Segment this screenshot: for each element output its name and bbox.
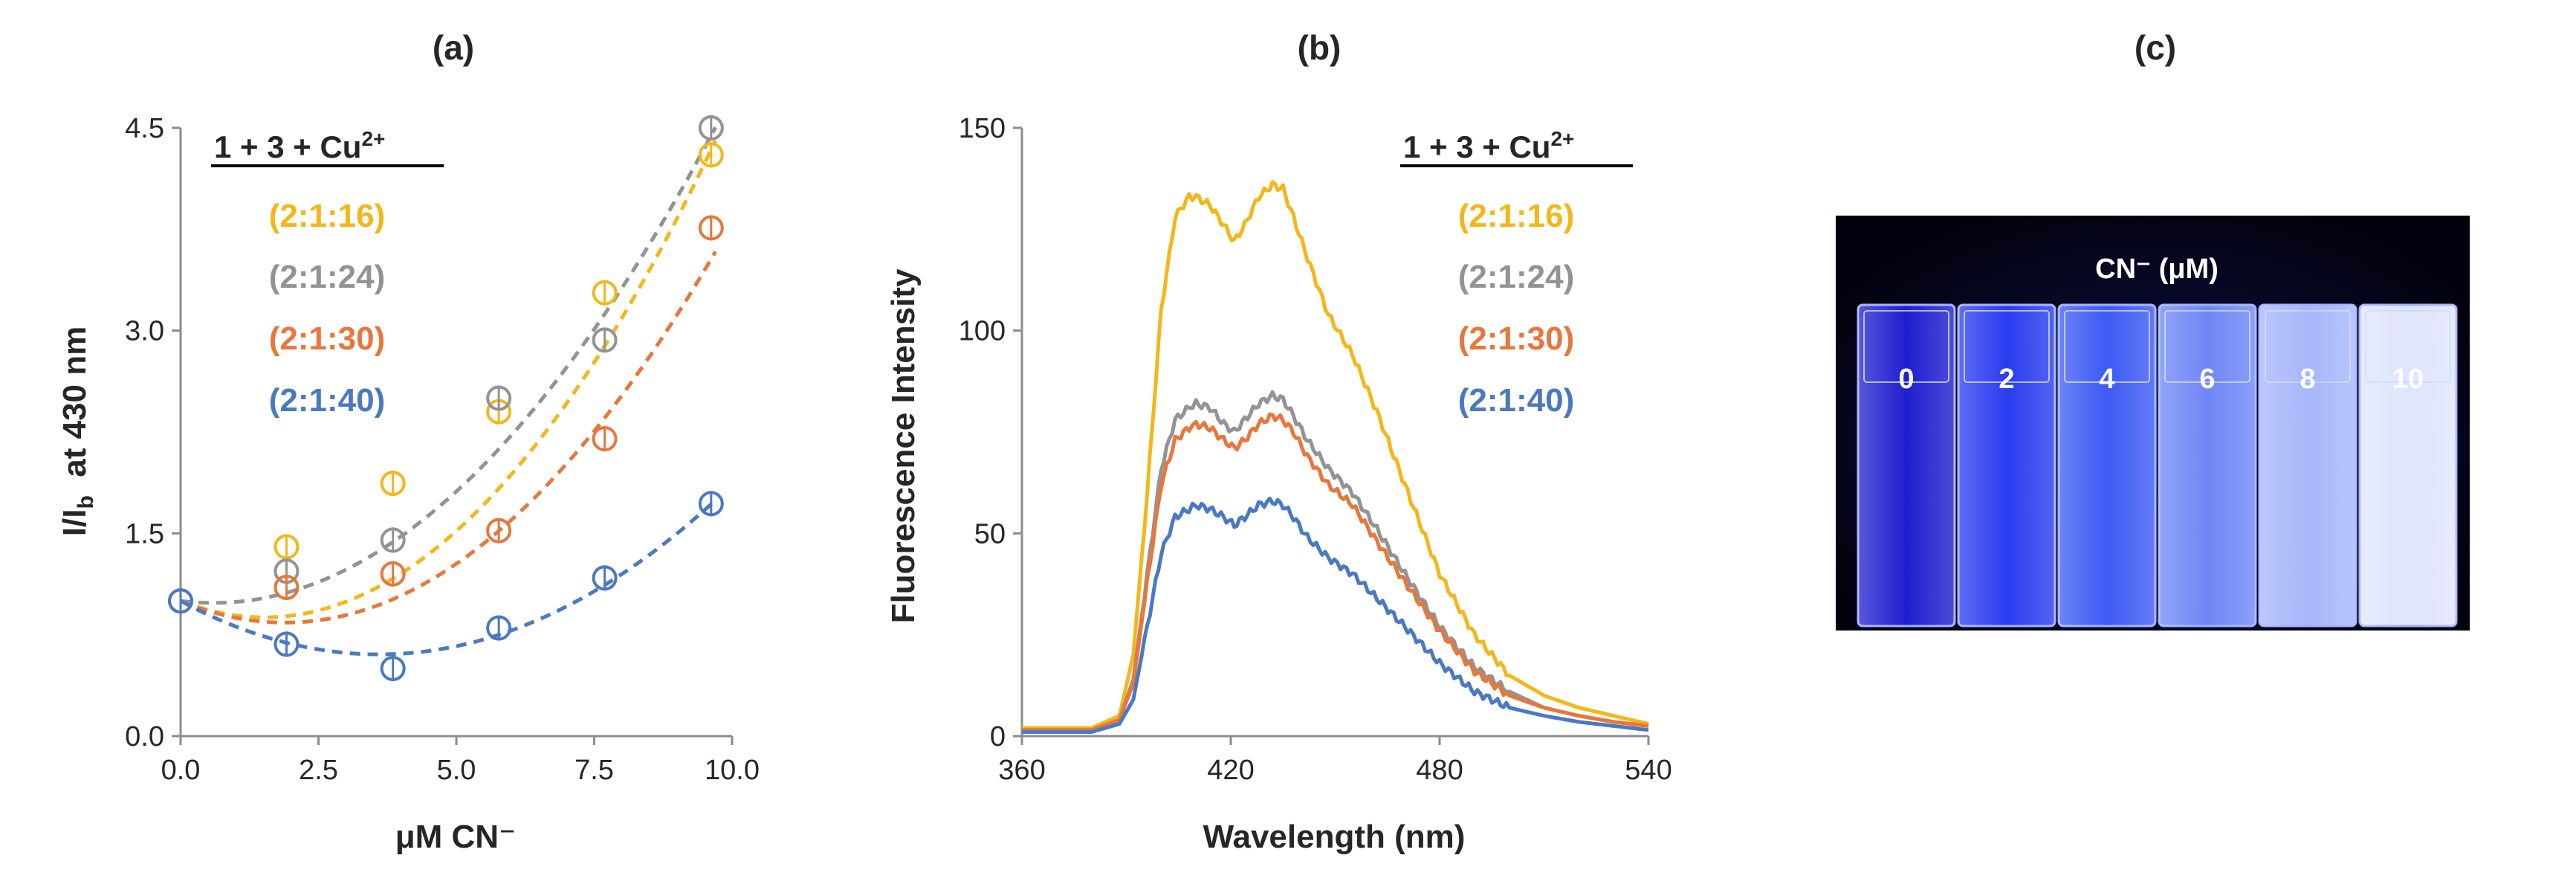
data-point-orange bbox=[698, 215, 724, 241]
panel-b-x-tick-label: 420 bbox=[1207, 755, 1254, 786]
panel-a-x-axis-label: μM CN⁻ bbox=[395, 819, 517, 855]
panel-a-legend: 1 + 3 + Cu2+ (2:1:16) (2:1:24) (2:1:30) … bbox=[211, 127, 444, 419]
panel-b-y-tick-label: 0 bbox=[990, 721, 1006, 752]
cuvette-label: 10 bbox=[2392, 364, 2424, 395]
cuvette-label: 6 bbox=[2199, 364, 2215, 395]
legend-b-title-main: 1 + 3 + Cu bbox=[1403, 129, 1550, 164]
panel-b: (b) 360 420 480 540 0 50 100 150 Wavelength (nm… bbox=[885, 28, 1672, 855]
panel-b-x-tick-label: 540 bbox=[1625, 755, 1672, 786]
cuvette: 0 bbox=[1857, 303, 1956, 628]
legend-a-title-sup: 2+ bbox=[361, 127, 385, 150]
panel-a-y-tick-label: 1.5 bbox=[125, 518, 164, 549]
panel-b-x-axis-label: Wavelength (nm) bbox=[1203, 819, 1466, 855]
panel-b-x-tick-label: 360 bbox=[998, 755, 1045, 786]
legend-b-entry-orange: (2:1:30) bbox=[1458, 320, 1575, 357]
data-point-gray bbox=[486, 385, 512, 411]
data-point-yellow bbox=[592, 280, 618, 306]
spectrum-line-orange bbox=[1022, 412, 1649, 732]
panel-a-x-tick-label: 2.5 bbox=[299, 755, 338, 786]
panel-c: (c) CN⁻ (μM) 0 2 4 6 8 10 bbox=[1836, 28, 2470, 631]
fit-curve-gray bbox=[180, 126, 717, 605]
panel-a-data-points bbox=[168, 115, 724, 682]
data-point-yellow bbox=[698, 142, 724, 168]
data-point-yellow bbox=[380, 471, 406, 497]
data-point-orange bbox=[592, 426, 618, 452]
panel-a-x-tick-label: 0.0 bbox=[161, 755, 201, 786]
legend-a-entry-yellow: (2:1:16) bbox=[269, 198, 386, 234]
panel-b-spectra bbox=[1022, 180, 1649, 734]
data-point-yellow bbox=[274, 534, 300, 560]
data-point-blue bbox=[380, 656, 406, 682]
fit-curve-orange bbox=[180, 251, 717, 625]
cuvette: 10 bbox=[2358, 303, 2458, 628]
cuvette-label: 0 bbox=[1898, 364, 1914, 395]
photo-label: CN⁻ (μM) bbox=[2095, 254, 2219, 285]
spectrum-line-blue bbox=[1022, 496, 1649, 734]
legend-a-entry-orange: (2:1:30) bbox=[269, 320, 386, 357]
panel-a-axes: 0.0 2.5 5.0 7.5 10.0 0.0 1.5 3.0 4.5 bbox=[125, 113, 760, 786]
panel-a-y-axis-label: I/Ib at 430 nm bbox=[56, 326, 98, 536]
cuvette: 8 bbox=[2258, 303, 2357, 628]
panel-b-y-tick-label: 50 bbox=[974, 518, 1006, 549]
panel-b-title: (b) bbox=[1298, 28, 1342, 67]
data-point-blue bbox=[486, 615, 512, 641]
legend-b-title: 1 + 3 + Cu2+ bbox=[1403, 127, 1574, 164]
cuvette: 4 bbox=[2057, 303, 2157, 628]
panel-a-y-tick-label: 4.5 bbox=[125, 113, 164, 144]
panel-a-x-tick-label: 10.0 bbox=[705, 755, 760, 786]
data-point-blue bbox=[592, 565, 618, 591]
legend-b-entry-yellow: (2:1:16) bbox=[1458, 198, 1575, 234]
panel-b-y-axis-label: Fluorescence Intensity bbox=[885, 268, 922, 623]
panel-a-y-tick-label: 3.0 bbox=[125, 316, 164, 347]
legend-a-title: 1 + 3 + Cu2+ bbox=[214, 127, 385, 164]
data-point-orange bbox=[380, 561, 406, 587]
fit-curve-yellow bbox=[180, 139, 717, 619]
y-label-main: I/I bbox=[56, 509, 93, 537]
cuvette-label: 4 bbox=[2099, 364, 2114, 395]
panel-b-legend: 1 + 3 + Cu2+ (2:1:16) (2:1:24) (2:1:30) … bbox=[1400, 127, 1633, 419]
legend-b-entry-blue: (2:1:40) bbox=[1458, 382, 1575, 419]
data-point-orange bbox=[486, 517, 512, 544]
y-label-tail: at 430 nm bbox=[56, 326, 93, 495]
panel-b-x-tick-label: 480 bbox=[1416, 755, 1463, 786]
panel-a: (a) 0.0 2.5 5.0 7.5 10.00.01.53.04.5 μM CN⁻ … bbox=[56, 28, 760, 855]
cuvette-label: 8 bbox=[2300, 364, 2315, 395]
panel-a-fit-curves bbox=[179, 126, 717, 657]
legend-b-title-sup: 2+ bbox=[1550, 127, 1574, 150]
legend-a-entry-gray: (2:1:24) bbox=[269, 259, 386, 295]
panel-a-y-tick-label: 0.0 bbox=[125, 721, 164, 752]
cuvette: 2 bbox=[1957, 303, 2056, 628]
panel-b-y-tick-label: 100 bbox=[959, 316, 1006, 347]
data-point-gray bbox=[592, 327, 618, 353]
cuvette: 6 bbox=[2158, 303, 2257, 628]
data-point-gray bbox=[698, 115, 724, 141]
data-point-orange bbox=[274, 575, 300, 601]
panel-a-x-tick-label: 7.5 bbox=[575, 755, 614, 786]
panel-c-title: (c) bbox=[2135, 28, 2176, 67]
y-label-subscript: b bbox=[74, 495, 98, 509]
spectrum-line-yellow bbox=[1022, 180, 1649, 730]
data-point-gray bbox=[380, 527, 406, 553]
fit-curve-blue bbox=[179, 498, 717, 657]
cuvette-row: 0 2 4 6 8 10 bbox=[1857, 303, 2458, 628]
data-point-blue bbox=[274, 631, 300, 657]
panel-a-x-tick-label: 5.0 bbox=[437, 755, 476, 786]
data-point-blue bbox=[698, 491, 724, 517]
legend-a-title-main: 1 + 3 + Cu bbox=[214, 129, 361, 164]
data-point-blue bbox=[168, 588, 193, 614]
legend-a-entry-blue: (2:1:40) bbox=[269, 382, 386, 419]
panel-b-y-tick-label: 150 bbox=[959, 113, 1006, 144]
legend-b-entry-gray: (2:1:24) bbox=[1458, 259, 1575, 295]
panel-b-axes: 360 420 480 540 0 50 100 150 bbox=[959, 113, 1672, 786]
panel-a-title: (a) bbox=[433, 28, 474, 67]
cuvette-label: 2 bbox=[1999, 364, 2014, 395]
